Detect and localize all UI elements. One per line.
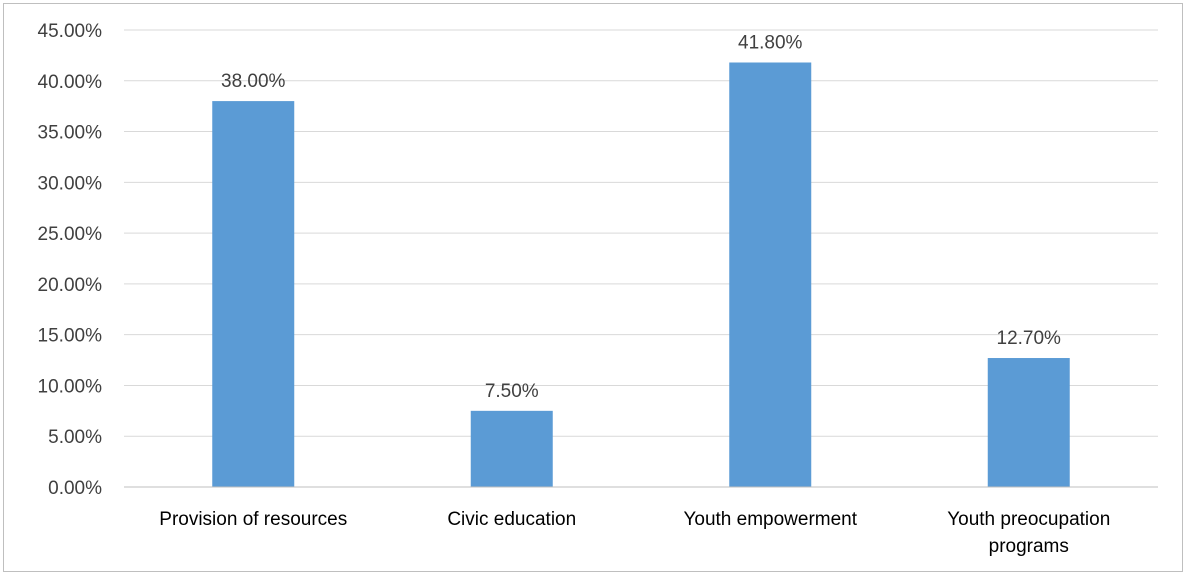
data-label: 38.00% [221, 71, 286, 92]
y-tick-label: 40.00% [38, 72, 103, 93]
y-tick-label: 0.00% [48, 478, 102, 499]
chart-frame [3, 3, 1183, 572]
x-category-label: Provision of resources [159, 509, 347, 530]
y-tick-label: 15.00% [38, 326, 103, 347]
bar [987, 358, 1070, 487]
y-axis-ticks: 0.00% 5.00% 10.00% 15.00% 20.00% 25.00% 30.00%… [38, 21, 103, 499]
x-category-label: Youth preocupation [947, 509, 1110, 530]
data-label: 12.70% [997, 328, 1062, 349]
category-labels: Provision of resources Civic education You… [159, 509, 1110, 557]
x-category-label: Youth empowerment [683, 509, 857, 530]
x-category-label: Civic education [447, 509, 576, 530]
bars [212, 62, 1070, 488]
y-tick-label: 10.00% [38, 376, 103, 397]
data-label: 41.80% [738, 32, 803, 53]
data-label: 7.50% [485, 381, 539, 402]
y-tick-label: 30.00% [38, 173, 103, 194]
data-labels: 38.00% 7.50% 41.80% 12.70% [221, 32, 1061, 401]
gridlines [124, 29, 1158, 437]
y-tick-label: 20.00% [38, 275, 103, 296]
y-tick-label: 45.00% [38, 21, 103, 42]
y-tick-label: 5.00% [48, 427, 102, 448]
bar [729, 62, 812, 488]
bar [212, 101, 295, 487]
y-tick-label: 25.00% [38, 224, 103, 245]
x-category-label: programs [989, 536, 1069, 557]
y-tick-label: 35.00% [38, 123, 103, 144]
bar [470, 410, 553, 487]
